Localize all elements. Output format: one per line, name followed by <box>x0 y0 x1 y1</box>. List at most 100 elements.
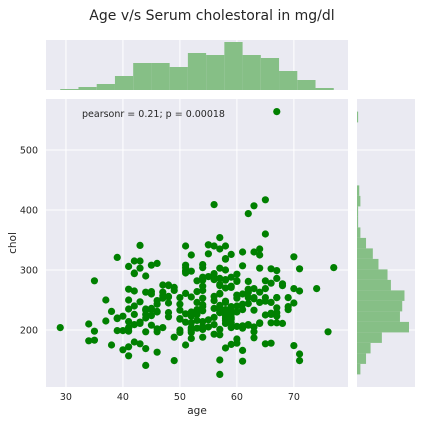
scatter-point <box>284 306 292 314</box>
scatter-point <box>238 248 247 256</box>
scatter-point <box>278 280 287 288</box>
scatter-point <box>119 312 127 320</box>
scatter-point <box>250 323 258 331</box>
scatter-point <box>210 297 218 305</box>
scatter-point <box>107 307 116 315</box>
scatter-point <box>142 272 150 280</box>
scatter-point <box>267 265 275 273</box>
scatter-point <box>216 282 224 290</box>
scatter-point <box>250 285 258 293</box>
scatter-point <box>90 277 99 285</box>
scatter-point <box>233 335 241 343</box>
y-tick-label: 300 <box>20 266 38 277</box>
scatter-point <box>210 242 218 250</box>
scatter-point <box>147 312 156 320</box>
scatter-point <box>193 306 201 314</box>
scatter-point <box>250 202 258 210</box>
scatter-point <box>153 307 161 315</box>
scatter-point <box>90 327 99 335</box>
top-hist-bars <box>60 42 334 90</box>
scatter-point <box>221 255 230 263</box>
scatter-point <box>256 298 264 306</box>
scatter-point <box>238 262 247 270</box>
scatter-point <box>221 316 230 324</box>
scatter-point <box>244 210 252 218</box>
scatter-point <box>227 283 235 291</box>
scatter-point <box>256 251 264 259</box>
scatter-point <box>238 300 247 308</box>
scatter-point <box>216 234 224 242</box>
scatter-point <box>130 310 138 318</box>
y-hist-bar <box>357 332 382 343</box>
scatter-point <box>250 295 258 303</box>
y-tick-label: 500 <box>20 146 38 157</box>
scatter-point <box>130 321 138 329</box>
scatter-point <box>113 314 121 322</box>
scatter-point <box>267 298 275 306</box>
scatter-point <box>199 325 207 333</box>
scatter-point <box>290 299 298 307</box>
scatter-point <box>90 336 99 344</box>
x-hist-bar <box>151 63 170 90</box>
scatter-point <box>221 266 230 274</box>
y-hist-bar <box>357 248 373 259</box>
scatter-point <box>136 340 144 348</box>
scatter-point <box>56 324 64 332</box>
scatter-point <box>284 294 292 302</box>
scatter-point <box>187 319 195 327</box>
scatter-point <box>233 308 241 316</box>
y-hist-bar <box>357 185 360 196</box>
scatter-point <box>176 328 184 336</box>
scatter-plot-area: pearsonr = 0.21; p = 0.00018 <box>46 99 348 387</box>
scatter-point <box>142 314 150 322</box>
right-marginal-histogram <box>357 99 415 387</box>
scatter-point <box>256 245 264 253</box>
scatter-point <box>187 334 195 342</box>
scatter-point <box>244 277 252 285</box>
y-hist-bar <box>357 279 391 291</box>
x-hist-bar <box>206 55 225 90</box>
scatter-point <box>125 318 133 326</box>
scatter-point <box>210 321 218 329</box>
scatter-point <box>221 298 230 306</box>
y-hist-bar <box>357 206 359 217</box>
y-axis-ticks: 200 300 400 500 <box>20 146 38 337</box>
y-hist-bar <box>357 290 405 301</box>
scatter-point <box>233 277 241 285</box>
scatter-point <box>136 241 144 249</box>
scatter-point <box>216 325 224 333</box>
scatter-point <box>313 285 321 293</box>
scatter-point <box>204 273 212 281</box>
scatter-point <box>102 317 110 325</box>
scatter-point <box>210 304 218 312</box>
x-hist-bar <box>78 87 97 90</box>
scatter-point <box>130 302 138 310</box>
scatter-point <box>227 310 235 318</box>
scatter-point <box>244 285 252 293</box>
scatter-point <box>295 287 304 295</box>
scatter-point <box>278 319 287 327</box>
scatter-point <box>295 357 304 365</box>
x-hist-bar <box>169 67 188 90</box>
scatter-point <box>227 250 235 258</box>
scatter-point <box>199 301 207 309</box>
scatter-point <box>273 312 281 320</box>
scatter-point <box>295 265 304 273</box>
scatter-point <box>147 261 156 269</box>
y-hist-bar <box>357 342 371 354</box>
scatter-point <box>153 297 161 305</box>
y-hist-bar <box>357 111 359 123</box>
scatter-point <box>210 273 218 281</box>
scatter-point <box>273 319 281 327</box>
y-hist-bar <box>357 353 367 364</box>
scatter-point <box>221 306 230 314</box>
x-hist-bar <box>260 58 280 90</box>
scatter-point <box>290 253 298 261</box>
scatter-point <box>216 331 224 339</box>
scatter-point <box>125 305 133 313</box>
scatter-point <box>273 304 281 312</box>
scatter-point <box>113 253 121 261</box>
scatter-point <box>233 302 241 310</box>
scatter-point <box>147 288 156 296</box>
